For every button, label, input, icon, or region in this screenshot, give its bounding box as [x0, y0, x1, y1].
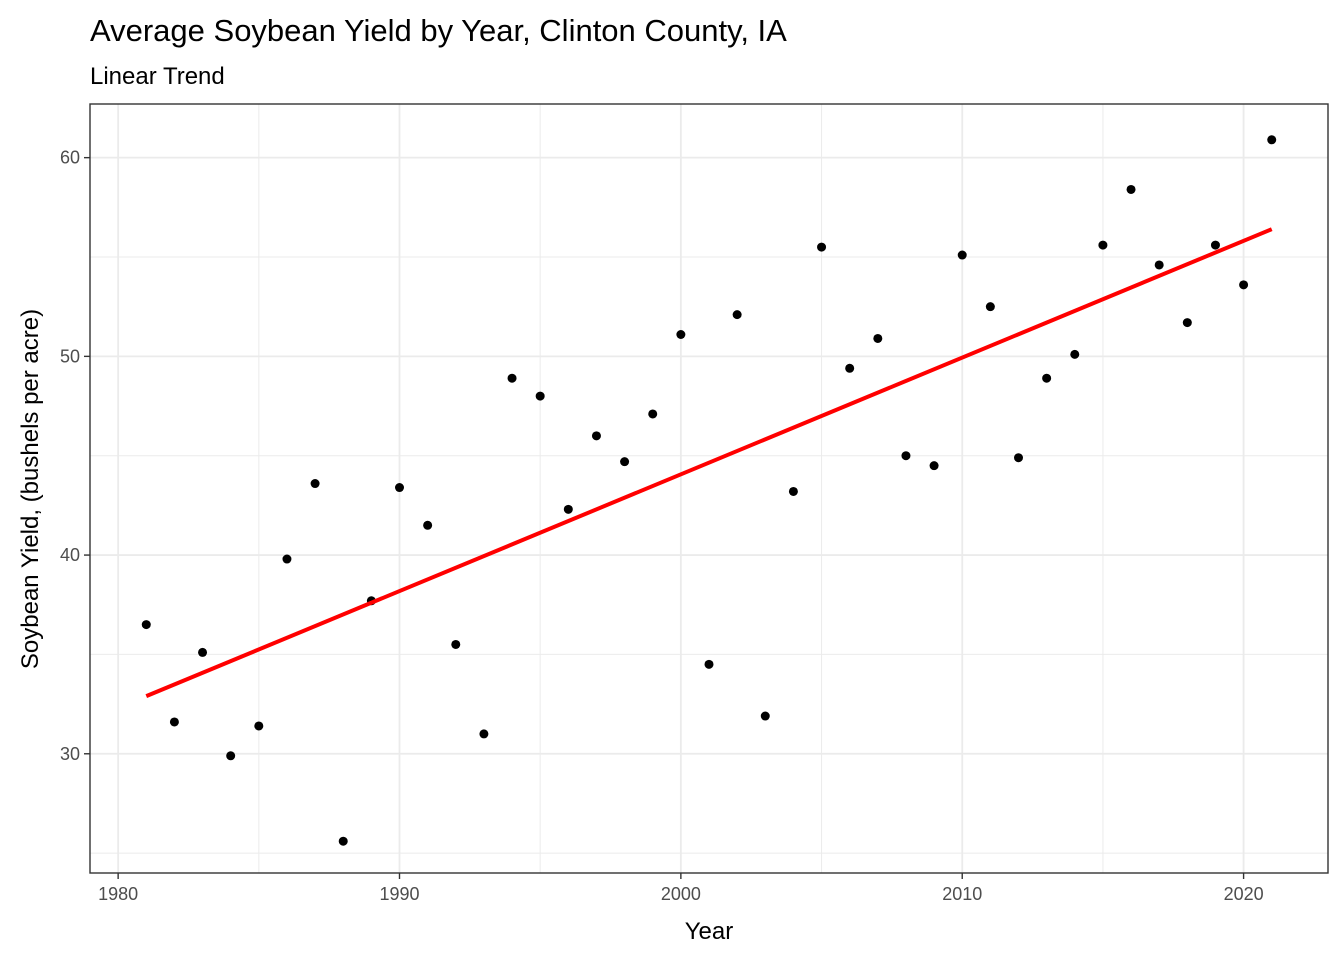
data-point	[535, 391, 545, 401]
data-points	[141, 135, 1277, 846]
data-point	[1239, 280, 1249, 290]
grid-minor	[90, 104, 1328, 873]
y-tick-label: 50	[60, 346, 80, 366]
data-point	[395, 483, 404, 493]
data-point	[1154, 260, 1164, 270]
data-point	[141, 620, 151, 630]
data-point	[451, 639, 461, 649]
trend-line	[145, 227, 1273, 698]
data-point	[198, 647, 208, 657]
y-axis: 30 40 50 60	[60, 148, 90, 764]
chart-title: Average Soybean Yield by Year, Clinton C…	[90, 13, 787, 48]
data-point	[676, 330, 686, 340]
data-point	[282, 554, 292, 564]
data-point	[1098, 240, 1108, 250]
data-point	[901, 451, 911, 461]
data-point	[704, 659, 714, 669]
data-point	[591, 431, 601, 441]
data-point	[1210, 240, 1220, 250]
data-point	[817, 242, 827, 252]
x-axis-title: Year	[685, 918, 734, 945]
data-point	[873, 333, 883, 343]
data-point	[479, 729, 489, 739]
data-point	[563, 504, 573, 514]
data-point	[845, 363, 855, 373]
data-point	[788, 486, 798, 496]
data-point	[1182, 318, 1192, 328]
data-point	[732, 310, 742, 320]
data-point	[169, 717, 179, 727]
x-tick-label: 1980	[98, 884, 138, 904]
x-tick-label: 1990	[379, 884, 419, 904]
data-point	[310, 479, 320, 489]
y-axis-title: Soybean Yield, (bushels per acre)	[17, 309, 44, 669]
data-point	[226, 751, 236, 761]
chart-subtitle: Linear Trend	[90, 63, 225, 90]
data-point	[1070, 349, 1080, 359]
data-point	[1126, 184, 1136, 194]
plot-panel-border	[89, 103, 1329, 874]
data-point	[760, 711, 770, 721]
data-point	[254, 721, 264, 731]
data-point	[1267, 135, 1277, 145]
data-point	[338, 836, 348, 846]
data-point	[1014, 453, 1023, 463]
y-tick-label: 60	[60, 148, 80, 168]
data-point	[423, 520, 433, 530]
data-point	[957, 250, 967, 260]
data-point	[507, 373, 517, 383]
y-tick-label: 40	[60, 545, 80, 565]
data-point	[1042, 373, 1052, 383]
x-tick-label: 2010	[942, 884, 982, 904]
y-tick-label: 30	[60, 744, 80, 764]
data-point	[648, 409, 658, 419]
x-tick-label: 2000	[661, 884, 701, 904]
data-point	[985, 302, 995, 312]
x-axis: 1980 1990 2000 2010 2020	[98, 873, 1264, 904]
x-tick-label: 2020	[1224, 884, 1264, 904]
data-point	[929, 461, 939, 471]
data-point	[620, 457, 630, 467]
